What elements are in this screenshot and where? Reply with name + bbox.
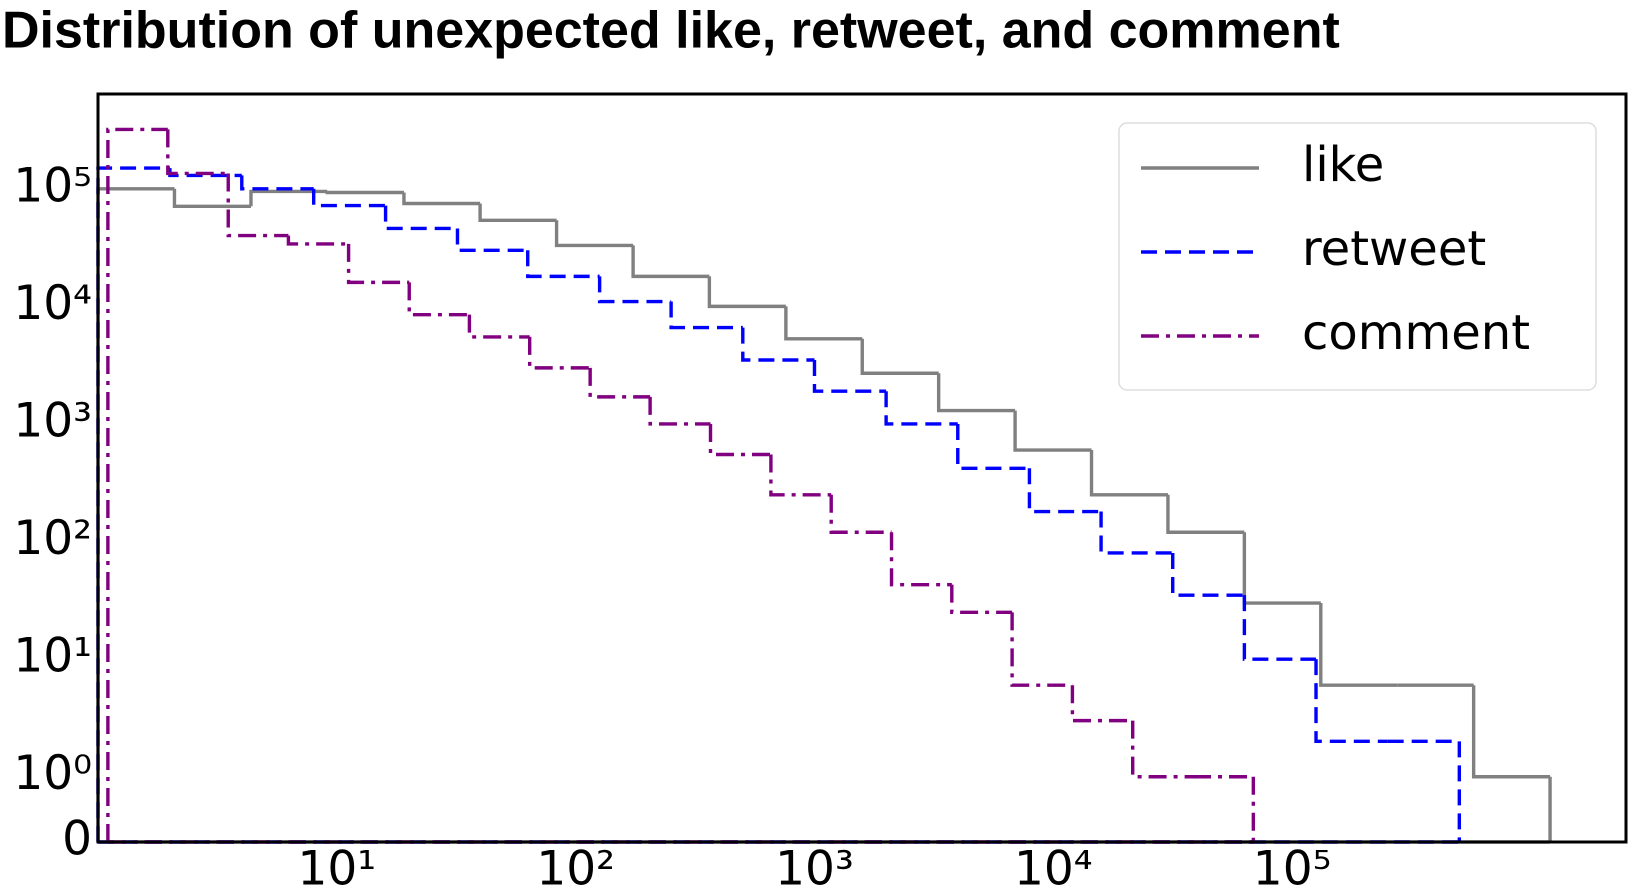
hist-step	[741, 327, 815, 362]
hist-step	[889, 532, 952, 587]
hist-step	[1242, 532, 1321, 605]
hist-step	[286, 235, 349, 246]
hist-step	[455, 228, 528, 252]
legend-box	[1118, 122, 1597, 391]
x-tick-label: 10²	[536, 842, 615, 886]
hist-step	[1070, 685, 1133, 723]
hist-step	[106, 127, 168, 842]
hist-step	[1314, 659, 1388, 744]
hist-step	[784, 306, 863, 341]
hist-step	[707, 276, 786, 309]
hist-step	[526, 250, 600, 279]
hist-step	[669, 301, 743, 330]
plot-frame	[96, 92, 1628, 844]
y-tick-label: 10²	[13, 511, 92, 566]
hist-step	[829, 494, 892, 534]
hist-step	[648, 396, 711, 426]
hist-step	[631, 245, 710, 279]
hist-step	[1131, 720, 1194, 779]
y-tick-label: 10⁰	[13, 746, 92, 801]
y-tick-label: 10³	[13, 393, 92, 448]
legend: like retweet comment	[1118, 122, 1597, 391]
hist-step	[240, 175, 314, 191]
hist-step	[478, 203, 557, 222]
hist-step	[588, 367, 651, 399]
hist-step	[1099, 511, 1173, 555]
hist-step	[1471, 685, 1551, 779]
hist-step	[597, 276, 672, 304]
hist-step	[168, 168, 242, 178]
hist-step	[554, 220, 634, 248]
x-tick-label: 10³	[775, 842, 854, 886]
chart-title: Distribution of unexpected like, retweet…	[2, 2, 1340, 60]
hist-step	[527, 336, 591, 370]
hist-step	[950, 584, 1013, 615]
y-tick-label: 10¹	[13, 629, 92, 684]
hist-step	[1010, 612, 1073, 687]
legend-label: like	[1302, 137, 1384, 193]
y-tick-label: 10⁵	[13, 158, 92, 213]
hist-step	[467, 314, 530, 339]
hist-step	[956, 423, 1030, 470]
hist-step	[226, 173, 289, 238]
hist-step	[325, 190, 404, 195]
hist-step	[1242, 595, 1317, 661]
hist-step	[1027, 468, 1102, 514]
legend-label: retweet	[1302, 221, 1486, 277]
hist-step	[1319, 603, 1398, 687]
hist-step	[249, 189, 328, 207]
hist-step	[860, 338, 939, 375]
hist-step	[383, 205, 458, 231]
hist-step	[311, 188, 386, 208]
hist-step	[708, 423, 771, 457]
y-tick-label: 10⁴	[13, 276, 92, 331]
hist-step	[1166, 494, 1245, 534]
hist-step	[1171, 552, 1245, 597]
hist-step	[407, 282, 470, 317]
hist-step	[402, 192, 481, 206]
hist-step	[346, 243, 410, 285]
x-tick-label: 10⁵	[1253, 842, 1332, 886]
legend-label: comment	[1302, 305, 1530, 361]
x-tick-label: 10¹	[297, 842, 376, 886]
y-tick-label: 0	[62, 812, 92, 867]
hist-step	[1089, 450, 1168, 497]
hist-step	[1013, 410, 1092, 452]
hist-step	[936, 373, 1016, 413]
hist-step	[812, 359, 887, 393]
hist-step	[172, 188, 251, 208]
hist-step	[166, 129, 229, 176]
x-tick-label: 10⁴	[1014, 842, 1093, 886]
hist-step	[884, 391, 958, 426]
hist-step	[769, 454, 832, 497]
